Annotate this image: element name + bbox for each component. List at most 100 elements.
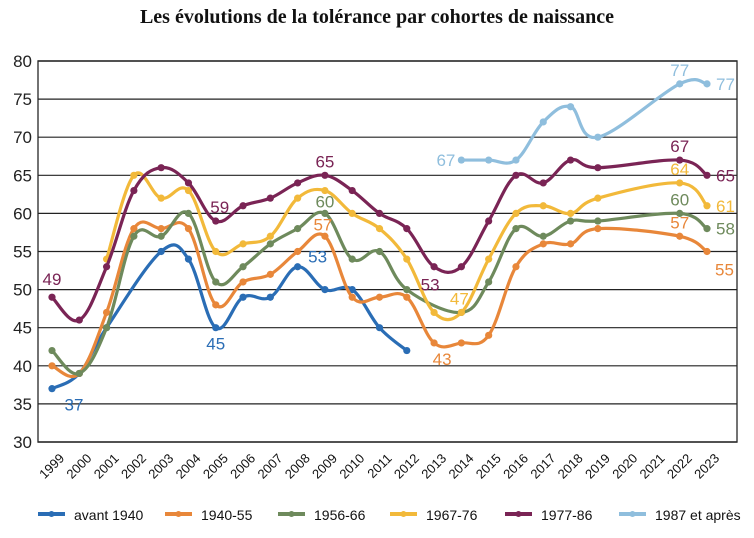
- data-point: [184, 179, 193, 187]
- data-point: [485, 217, 493, 225]
- y-tick-label: 80: [13, 52, 32, 71]
- data-point: [157, 194, 165, 202]
- legend-item: 1967-76: [390, 507, 478, 523]
- data-point: [157, 225, 165, 233]
- legend-label: 1940-55: [201, 507, 253, 523]
- data-label: 47: [450, 289, 469, 308]
- data-point: [403, 255, 411, 263]
- data-point: [239, 278, 247, 286]
- legend-item: 1940-55: [165, 507, 253, 523]
- data-point: [184, 255, 193, 263]
- data-point: [703, 171, 711, 179]
- x-tick-label: 2009: [309, 451, 340, 482]
- legend-marker: [175, 511, 182, 517]
- x-tick-label: 2018: [555, 451, 586, 482]
- data-point: [294, 263, 302, 271]
- data-point: [375, 225, 384, 233]
- x-tick-label: 2022: [664, 451, 695, 482]
- data-point: [130, 171, 138, 179]
- legend-label: 1956-66: [314, 507, 366, 523]
- data-label: 53: [421, 276, 440, 295]
- data-point: [485, 331, 493, 339]
- data-point: [566, 103, 575, 111]
- x-axis-ticks: 1999200020012002200320042005200620072008…: [36, 451, 722, 482]
- data-point: [539, 232, 547, 240]
- data-label: 65: [315, 152, 334, 171]
- legend-label: 1967-76: [426, 507, 478, 523]
- data-point: [375, 247, 384, 256]
- data-point: [48, 385, 56, 393]
- data-label: 77: [670, 61, 689, 80]
- data-point: [321, 186, 329, 195]
- x-tick-label: 2014: [446, 451, 477, 482]
- data-label: 64: [670, 160, 689, 179]
- data-point: [239, 240, 247, 248]
- data-point: [512, 225, 520, 233]
- data-point: [594, 164, 602, 172]
- series-1967-76: [102, 171, 711, 322]
- y-tick-label: 70: [13, 128, 32, 147]
- data-point: [212, 324, 220, 332]
- data-label: 57: [313, 215, 332, 234]
- legend-item: 1956-66: [278, 507, 366, 523]
- x-tick-label: 2004: [173, 451, 204, 482]
- data-point: [239, 293, 247, 301]
- data-point: [266, 293, 274, 301]
- data-point: [130, 225, 138, 233]
- data-point: [539, 118, 547, 126]
- data-point: [594, 217, 602, 225]
- data-point: [266, 270, 274, 278]
- data-point: [130, 186, 138, 195]
- data-label: 77: [716, 75, 735, 94]
- data-point: [594, 225, 602, 233]
- data-point: [184, 225, 193, 233]
- y-tick-label: 50: [13, 281, 32, 300]
- data-point: [294, 179, 302, 187]
- data-point: [457, 308, 465, 317]
- data-point: [157, 164, 165, 172]
- data-point: [184, 186, 193, 195]
- data-point: [75, 369, 83, 378]
- data-point: [266, 240, 274, 248]
- data-point: [566, 209, 575, 217]
- legend-label: avant 1940: [74, 507, 143, 523]
- data-point: [184, 209, 193, 217]
- data-label: 61: [716, 197, 735, 216]
- data-point: [348, 186, 356, 195]
- data-point: [512, 263, 520, 271]
- data-point: [48, 293, 56, 301]
- data-point: [266, 194, 274, 202]
- data-point: [375, 324, 384, 332]
- data-point: [48, 362, 56, 370]
- data-point: [348, 293, 356, 301]
- data-label: 59: [210, 198, 229, 217]
- data-point: [403, 286, 411, 294]
- series-1956-66: [48, 209, 711, 378]
- data-point: [130, 232, 138, 240]
- legend-label: 1977-86: [541, 507, 593, 523]
- x-tick-label: 2000: [63, 451, 94, 482]
- data-point: [430, 339, 438, 347]
- data-point: [212, 301, 220, 309]
- data-point: [539, 240, 547, 248]
- x-tick-label: 2006: [227, 451, 258, 482]
- y-tick-label: 35: [13, 395, 32, 414]
- data-point: [321, 286, 329, 294]
- data-point: [239, 202, 247, 210]
- data-label: 43: [433, 350, 452, 369]
- data-point: [512, 209, 520, 217]
- data-point: [212, 247, 220, 256]
- data-labels: 37 45 53 57 43 57 55 60 60 58 47 64 61 49 59 65 53 67 65 67…: [43, 61, 735, 415]
- y-tick-label: 45: [13, 319, 32, 338]
- data-point: [566, 217, 575, 225]
- data-point: [157, 232, 165, 240]
- series-line: [50, 210, 708, 376]
- data-label: 53: [308, 248, 327, 267]
- x-tick-label: 2013: [418, 451, 449, 482]
- x-tick-label: 2017: [527, 451, 558, 482]
- legend: avant 1940 1940-55 1956-66 1967-76 1977-86 19…: [38, 507, 741, 523]
- data-point: [594, 194, 602, 202]
- data-point: [102, 308, 111, 317]
- data-point: [75, 316, 83, 324]
